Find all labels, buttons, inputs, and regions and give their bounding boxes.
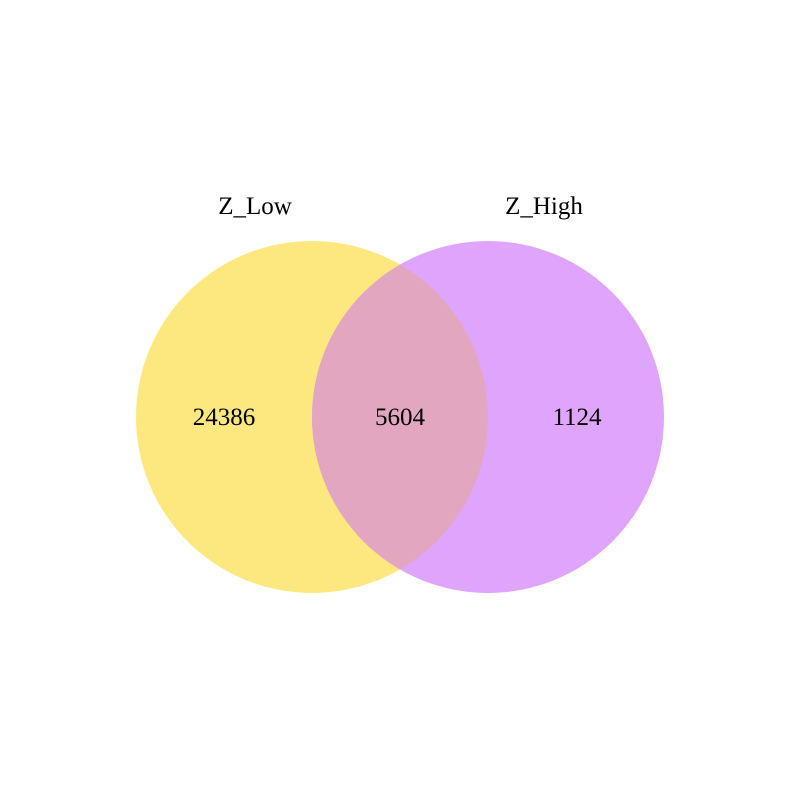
z-high-label: Z_High — [505, 193, 583, 220]
z-low-only-count: 24386 — [193, 404, 256, 431]
z-low-label: Z_Low — [218, 193, 292, 220]
intersection-count: 5604 — [375, 404, 426, 431]
z-high-only-count: 1124 — [552, 404, 602, 431]
intersection-region — [312, 241, 488, 593]
